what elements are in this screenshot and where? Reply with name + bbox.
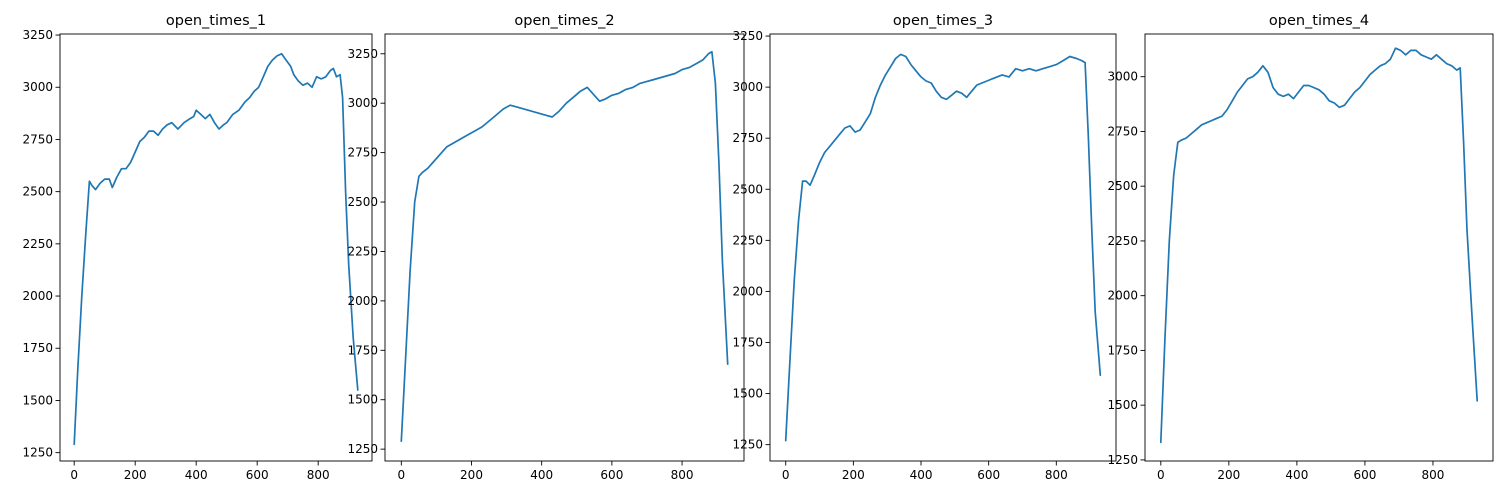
y-tick-label: 2500	[732, 182, 763, 196]
y-tick-label: 1750	[732, 336, 763, 350]
y-tick-label: 1750	[22, 341, 53, 355]
y-tick-label: 3000	[1107, 70, 1138, 84]
y-tick-label: 1250	[732, 438, 763, 452]
y-tick-label: 3250	[347, 47, 378, 61]
y-tick-label: 1500	[347, 393, 378, 407]
x-tick-label: 600	[1353, 468, 1376, 482]
y-tick-label: 3250	[22, 28, 53, 42]
series-line	[73, 52, 359, 446]
x-tick-label: 600	[977, 468, 1000, 482]
x-tick-label: 0	[782, 468, 790, 482]
axes-frame	[384, 33, 745, 462]
x-tick-label: 200	[1217, 468, 1240, 482]
x-tick-label: 800	[1422, 468, 1445, 482]
x-tick-label: 800	[307, 468, 330, 482]
series-line	[784, 53, 1102, 442]
chart-title: open_times_4	[1269, 13, 1369, 29]
y-tick-label: 3000	[347, 96, 378, 110]
chart-title: open_times_1	[166, 13, 266, 29]
y-tick-label: 1500	[732, 387, 763, 401]
subplot-3: 0 200 400 600 800 1250 1500 1750 2000 2250 2500 275…	[732, 13, 1117, 482]
y-tick-label: 1250	[22, 446, 53, 460]
x-tick-label: 0	[70, 468, 78, 482]
y-tick-label: 2750	[347, 146, 378, 160]
x-tick-label: 0	[1157, 468, 1165, 482]
y-tick-label: 3000	[732, 80, 763, 94]
y-tick-label: 2250	[1107, 234, 1138, 248]
y-tick-label: 2750	[1107, 124, 1138, 138]
x-tick-label: 600	[600, 468, 623, 482]
chart-title: open_times_3	[893, 13, 993, 29]
axes-frame	[1144, 33, 1494, 462]
chart-title: open_times_2	[514, 13, 614, 29]
y-tick-label: 2250	[347, 244, 378, 258]
y-tick-label: 2750	[732, 131, 763, 145]
y-tick-label: 2750	[22, 132, 53, 146]
x-tick-label: 400	[910, 468, 933, 482]
subplot-1: 0 200 400 600 800 1250 1500 1750 2000 2250 2500 275…	[22, 13, 373, 482]
series-line	[1159, 47, 1479, 444]
y-tick-label: 1500	[22, 393, 53, 407]
y-tick-label: 1500	[1107, 398, 1138, 412]
y-tick-label: 3000	[22, 80, 53, 94]
subplot-4: 0 200 400 600 800 1250 1500 1750 2000 2250 2500 275…	[1107, 13, 1494, 482]
y-tick-label: 2250	[732, 233, 763, 247]
y-tick-label: 2500	[347, 195, 378, 209]
x-tick-label: 200	[842, 468, 865, 482]
subplot-2: 0 200 400 600 800 1250 1500 1750 2000 2250 2500 275…	[347, 13, 745, 482]
y-tick-label: 2000	[732, 284, 763, 298]
y-tick-label: 2000	[22, 289, 53, 303]
y-tick-label: 2250	[22, 237, 53, 251]
y-tick-label: 1750	[1107, 343, 1138, 357]
y-tick-label: 1250	[1107, 453, 1138, 467]
x-tick-label: 800	[671, 468, 694, 482]
x-tick-label: 200	[124, 468, 147, 482]
y-tick-label: 1250	[347, 442, 378, 456]
x-tick-label: 800	[1045, 468, 1068, 482]
y-tick-label: 3250	[732, 29, 763, 43]
y-tick-label: 1750	[347, 343, 378, 357]
x-tick-label: 400	[185, 468, 208, 482]
y-tick-label: 2000	[1107, 289, 1138, 303]
axes-frame	[59, 33, 373, 462]
x-tick-label: 600	[246, 468, 269, 482]
x-tick-label: 400	[530, 468, 553, 482]
y-tick-label: 2500	[1107, 179, 1138, 193]
axes-frame	[769, 33, 1117, 462]
x-tick-label: 400	[1285, 468, 1308, 482]
y-tick-label: 2000	[347, 294, 378, 308]
series-line	[400, 50, 729, 443]
y-tick-label: 2500	[22, 185, 53, 199]
x-tick-label: 0	[397, 468, 405, 482]
x-tick-label: 200	[460, 468, 483, 482]
